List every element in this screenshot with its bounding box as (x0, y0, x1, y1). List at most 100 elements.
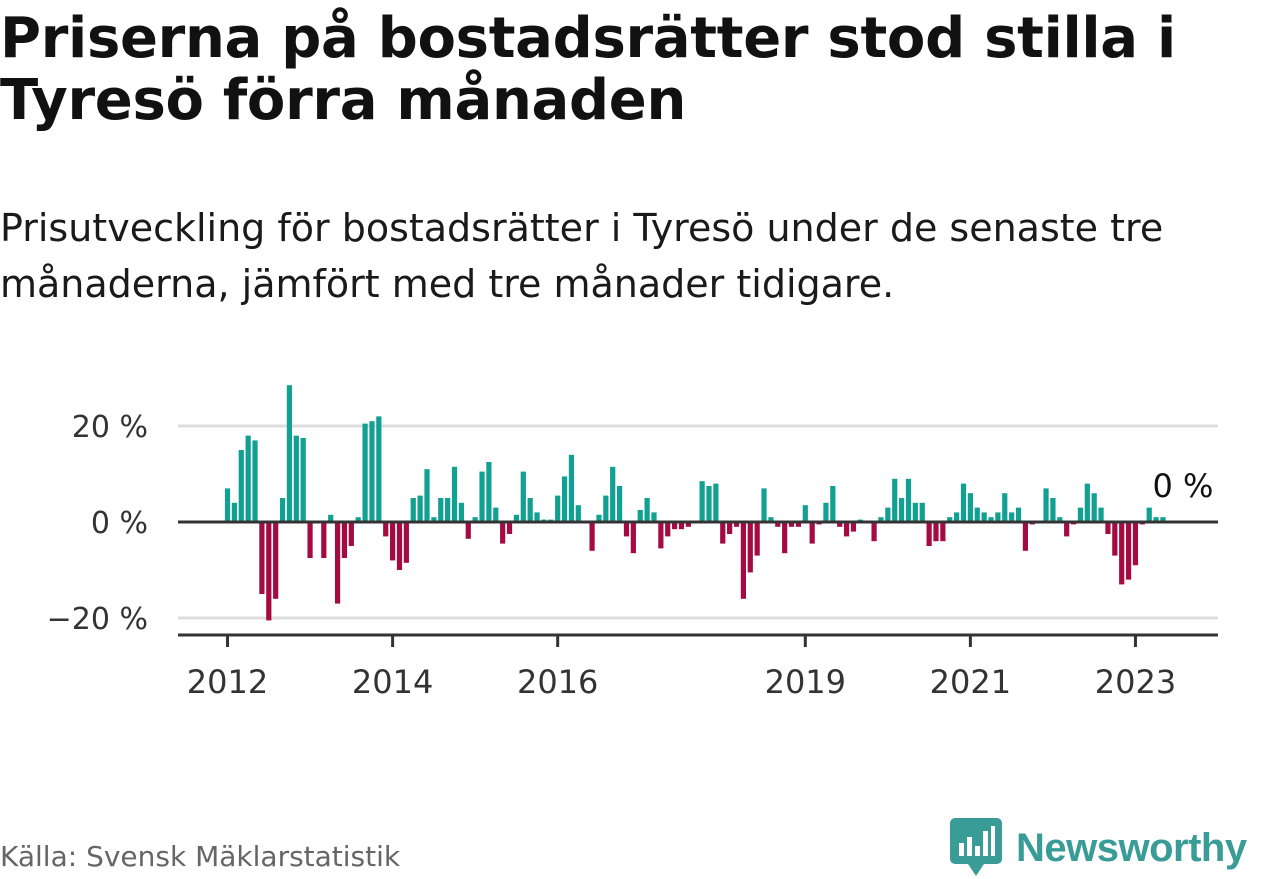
bar (575, 505, 581, 522)
bar (665, 522, 671, 537)
bar (685, 522, 691, 527)
bar (651, 512, 657, 522)
bar (1105, 522, 1111, 534)
bar (348, 522, 354, 546)
bar (843, 522, 850, 537)
bar (534, 512, 540, 522)
brand-logo: Newsworthy (950, 818, 1247, 878)
bar (431, 517, 437, 522)
bar (782, 522, 788, 554)
bar (678, 522, 685, 530)
bar (1043, 488, 1049, 522)
bar (266, 522, 272, 621)
bar (445, 498, 451, 522)
bar (727, 522, 733, 534)
bar (995, 512, 1001, 522)
bar (238, 450, 244, 522)
bar (417, 495, 423, 522)
bar (940, 522, 946, 542)
bar (231, 502, 238, 522)
bar (355, 517, 361, 522)
bar (396, 522, 403, 570)
chart-title: Priserna på bostadsrätter stod stilla i … (0, 6, 1176, 133)
bar (947, 517, 953, 522)
bar (513, 514, 520, 522)
bar (795, 522, 802, 527)
bar (823, 502, 829, 522)
bar (974, 507, 980, 522)
bar (1057, 517, 1063, 522)
bar (878, 517, 884, 522)
bar (252, 440, 258, 522)
bar (885, 507, 891, 522)
bar (775, 522, 781, 527)
bar (871, 522, 877, 542)
bar (273, 522, 279, 599)
bar (596, 514, 602, 522)
bar (713, 483, 719, 522)
bar (788, 522, 795, 527)
x-tick-label: 2012 (187, 663, 268, 701)
bar (1009, 512, 1015, 522)
bar (328, 514, 334, 522)
bar (830, 486, 836, 522)
brand-name: Newsworthy (1016, 825, 1247, 870)
bar (603, 495, 609, 522)
bar (747, 522, 753, 573)
bar (850, 522, 857, 532)
bar (493, 507, 499, 522)
bar (1091, 493, 1097, 522)
bar (905, 478, 912, 522)
bar (555, 495, 561, 522)
bar (720, 522, 726, 544)
bar (245, 435, 251, 522)
chart-subtitle: Prisutveckling för bostadsrätter i Tyres… (0, 206, 1164, 306)
bar (1077, 507, 1084, 522)
bar (465, 522, 471, 539)
bar (390, 522, 396, 561)
bar (1002, 493, 1008, 522)
bar (740, 522, 746, 599)
bar (1084, 483, 1090, 522)
bar (1125, 522, 1132, 580)
bar-chart: 20 % 0 % −20 % 2012 2014 2016 2019 2021 2023 0 % (47, 385, 1218, 701)
bar (224, 488, 231, 522)
bar (802, 505, 808, 522)
bar (1153, 517, 1159, 522)
bar (892, 478, 898, 522)
bar (321, 522, 327, 558)
bar (960, 483, 967, 522)
bar (589, 522, 595, 551)
x-tick-label: 2019 (765, 663, 846, 701)
bar (424, 469, 430, 522)
bar (754, 522, 760, 556)
bar (376, 416, 382, 522)
bar (809, 522, 815, 544)
bar (933, 522, 939, 542)
bar (658, 522, 664, 549)
bar (362, 423, 368, 522)
y-tick-label: 0 % (91, 506, 148, 541)
bar (837, 522, 843, 527)
bar (300, 438, 306, 522)
grid-lines (178, 424, 1218, 620)
bar (988, 517, 994, 522)
bar (1132, 522, 1139, 566)
bar (438, 498, 444, 522)
bar (506, 522, 513, 534)
bar (672, 522, 678, 530)
bar (561, 476, 568, 522)
bar (410, 498, 416, 522)
bar (1112, 522, 1118, 556)
bar (706, 486, 712, 522)
bar (1022, 522, 1029, 551)
bar (334, 522, 341, 604)
bar (403, 522, 409, 563)
x-tick-label: 2014 (352, 663, 433, 701)
source-note: Källa: Svensk Mäklarstatistik (0, 840, 401, 873)
last-value-annotation: 0 % (1153, 467, 1214, 505)
bar (458, 502, 464, 522)
bar (699, 481, 705, 522)
bar (644, 498, 650, 522)
bar (479, 471, 485, 522)
